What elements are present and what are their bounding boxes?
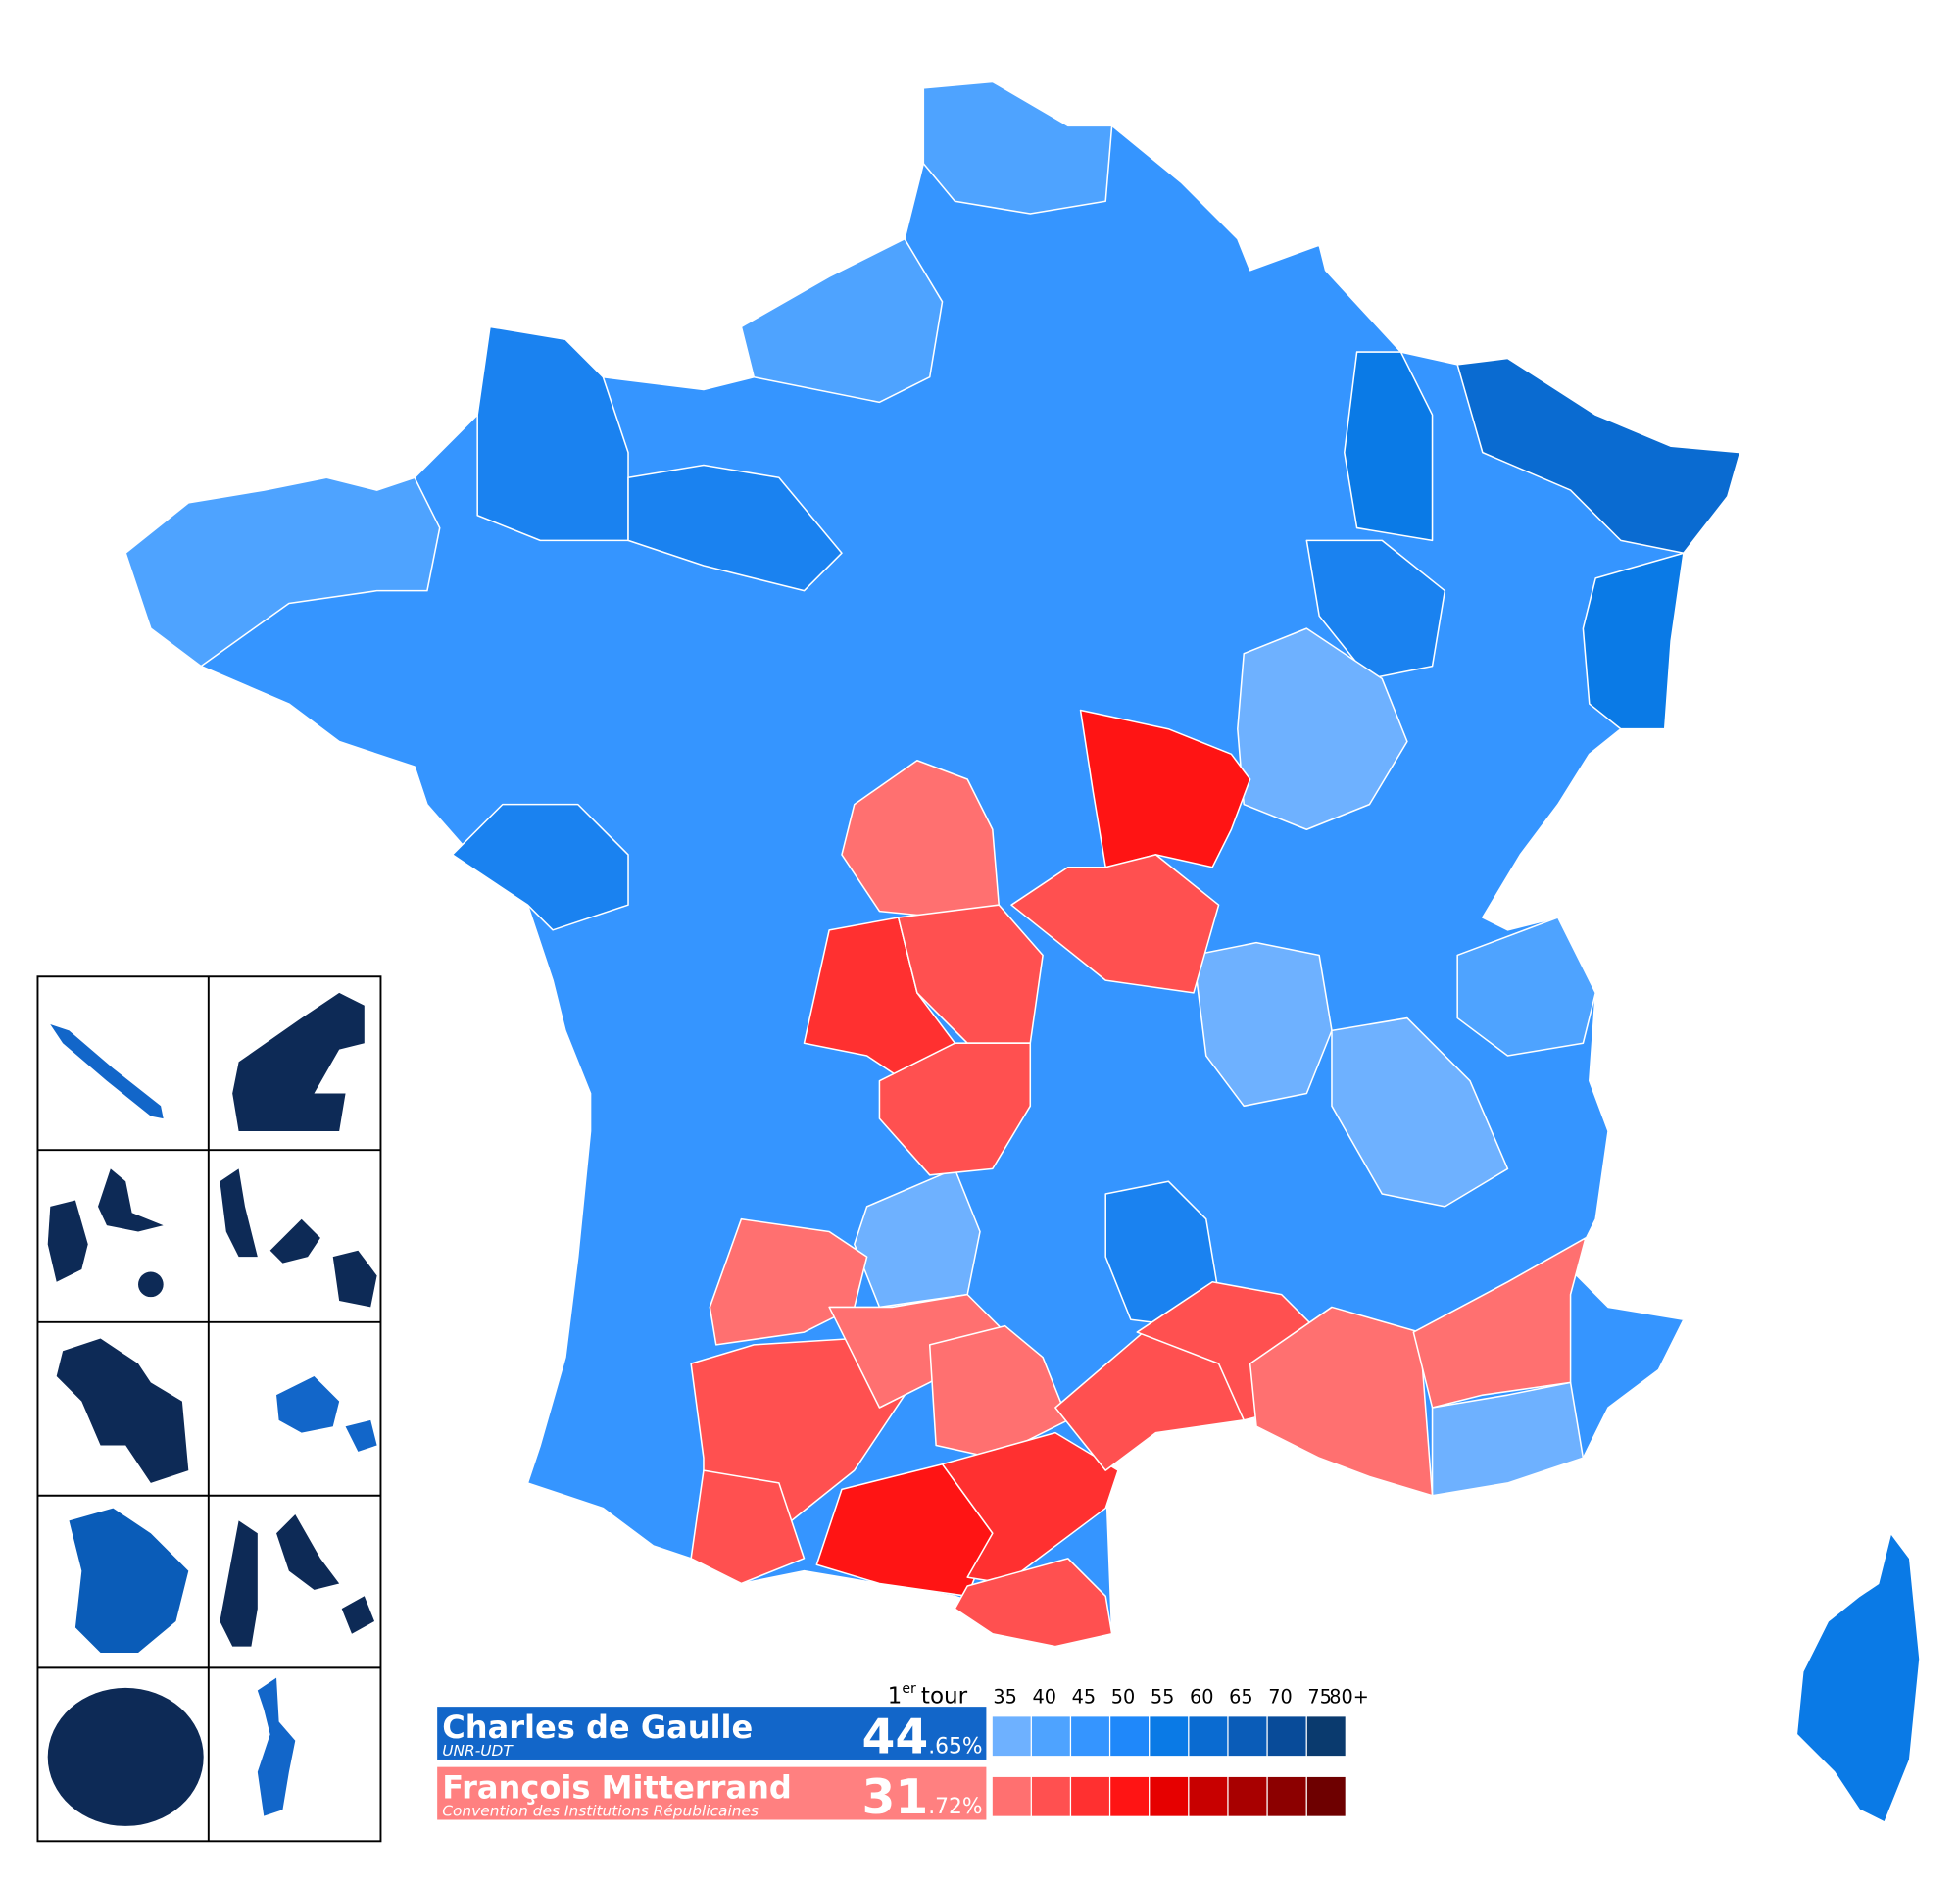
inset-guadeloupe-2	[98, 1168, 164, 1232]
candidate-percent: 44.65%	[861, 1710, 982, 1765]
department	[954, 1558, 1113, 1648]
inset-wallis-2	[270, 1218, 320, 1264]
scale-swatch	[1071, 1776, 1109, 1816]
department	[709, 1217, 868, 1346]
department	[1456, 357, 1741, 554]
department	[476, 325, 629, 542]
candidate-name: Charles de Gaulle	[442, 1709, 753, 1746]
percent-integer: 44	[861, 1710, 928, 1765]
scale-swatch	[1306, 1776, 1346, 1816]
department	[1344, 351, 1434, 542]
inset-comoros-2	[276, 1513, 340, 1590]
department	[1412, 1237, 1587, 1409]
scale-swatch	[1228, 1776, 1267, 1816]
department	[878, 1042, 1032, 1176]
department	[690, 1469, 806, 1585]
round-suffix: er	[902, 1681, 916, 1697]
scale-label: 40	[1033, 1685, 1056, 1708]
scale-label: 80+	[1329, 1685, 1369, 1708]
scale-label: 45	[1072, 1685, 1096, 1708]
candidate-box	[437, 1707, 987, 1760]
scale-label: 60	[1190, 1685, 1213, 1708]
scale-label: 65	[1229, 1685, 1252, 1708]
department	[1331, 1016, 1509, 1208]
department	[451, 803, 629, 931]
scale-swatch	[992, 1776, 1031, 1816]
inset-wallis-3	[332, 1250, 377, 1308]
scale-swatch	[1228, 1716, 1267, 1757]
candidate-name: François Mitterrand	[442, 1769, 792, 1807]
scale-swatch	[1150, 1776, 1189, 1816]
department	[740, 237, 944, 404]
candidate-percent: 31.72%	[861, 1770, 982, 1825]
corsica	[1795, 1532, 1921, 1823]
france-mainland	[124, 80, 1741, 1648]
department	[1249, 1306, 1434, 1497]
department	[922, 80, 1113, 215]
percent-decimal: .72%	[928, 1795, 982, 1819]
candidate-party: Convention des Institutions Républicaine…	[442, 1803, 759, 1820]
inset-comoros-3	[341, 1596, 375, 1634]
overseas-insets	[36, 975, 382, 1843]
scale-swatch	[1031, 1776, 1070, 1816]
department	[1237, 627, 1408, 831]
department	[1193, 941, 1333, 1108]
scale-swatch	[1189, 1716, 1228, 1757]
department	[1582, 552, 1685, 730]
inset-djibouti	[232, 992, 365, 1131]
round-label: 1er tour	[888, 1681, 968, 1709]
round-word: tour	[921, 1683, 968, 1709]
scale-swatch	[992, 1716, 1031, 1757]
inset-guadeloupe	[47, 1200, 88, 1282]
inset-martinique	[56, 1338, 189, 1483]
inset-spm	[257, 1677, 296, 1816]
department	[124, 476, 441, 668]
scale-label: 70	[1268, 1685, 1292, 1708]
percent-decimal: .65%	[928, 1735, 982, 1760]
scale-label: 55	[1151, 1685, 1174, 1708]
scale-swatch	[1150, 1716, 1189, 1757]
inset-tahiti-2	[345, 1419, 377, 1452]
department	[1079, 709, 1251, 868]
scale-label: 35	[993, 1685, 1016, 1708]
scale-swatch	[1267, 1776, 1306, 1816]
candidate-party: UNR-UDT	[442, 1742, 514, 1760]
inset-reunion	[47, 1687, 204, 1826]
candidate-box	[437, 1766, 987, 1820]
department	[1305, 539, 1446, 680]
inset-comoros	[220, 1520, 258, 1647]
scale-label: 50	[1111, 1685, 1135, 1708]
scale-swatch	[1110, 1776, 1150, 1816]
scale-swatch	[1071, 1716, 1109, 1757]
scale-swatch	[1267, 1716, 1306, 1757]
scale-swatch	[1306, 1716, 1346, 1757]
department	[1010, 854, 1220, 994]
inset-wallis	[220, 1168, 258, 1258]
department	[1456, 917, 1596, 1057]
inset-tahiti	[276, 1375, 340, 1433]
scale-label: 75	[1307, 1685, 1331, 1708]
inset-guyane	[69, 1508, 189, 1653]
scale-swatch	[1189, 1776, 1228, 1816]
scale-swatch	[1031, 1716, 1070, 1757]
round-number: 1	[888, 1683, 903, 1709]
percent-integer: 31	[861, 1770, 928, 1825]
inset-new-caledonia	[50, 1023, 164, 1119]
department	[627, 464, 843, 592]
scale-swatch	[1110, 1716, 1150, 1757]
department	[941, 1431, 1119, 1585]
